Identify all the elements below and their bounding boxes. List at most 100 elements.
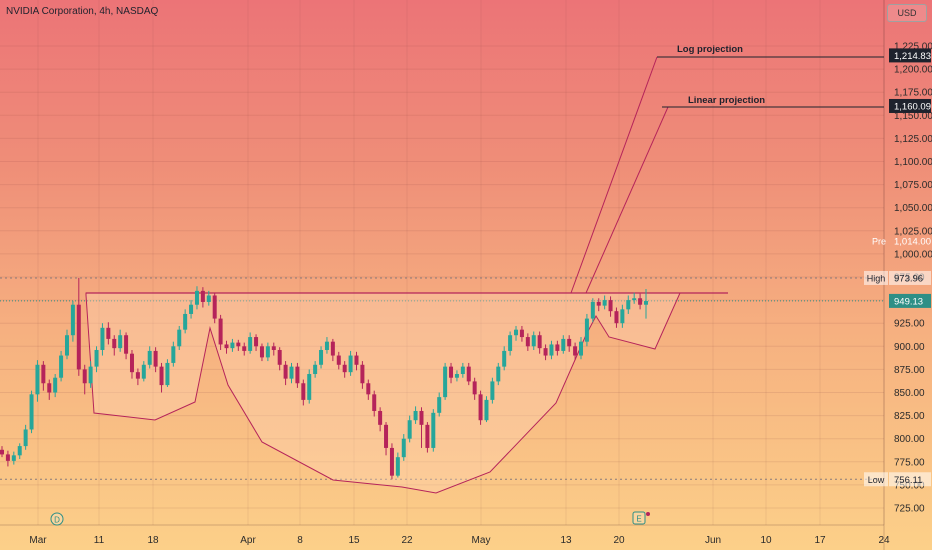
log-projection-line [570,56,658,294]
earnings-marker-label: E [636,515,641,524]
cup-and-handle-pattern [85,292,681,494]
price-tag-value: 756.11 [894,475,922,486]
candle [608,300,613,312]
candle [449,366,454,378]
candle [200,290,205,302]
candle [224,344,229,349]
x-tick-label: Jun [705,535,721,546]
candle [313,364,318,375]
y-tick-label: 1,075.00 [894,180,932,191]
candle [620,309,625,324]
candle [413,410,418,421]
candle [354,355,359,365]
price-tag: Low 756.11 [864,472,931,487]
candle [135,372,140,379]
candle [614,311,619,324]
candle [395,457,400,476]
price-tag-bg [889,472,931,487]
y-tick-label: 1,200.00 [894,65,932,76]
candle [579,341,584,356]
chart-title: NVIDIA Corporation, 4h, NASDAQ [6,6,159,17]
candle [165,362,170,386]
x-tick-label: 24 [878,535,890,546]
candle [259,346,264,358]
y-tick-label: 925.00 [894,319,925,330]
candle [590,301,595,319]
currency-button[interactable]: USD [887,4,927,22]
candle [525,337,530,347]
price-tag-label: Pre [872,236,886,246]
y-tick-label: 800.00 [894,434,925,445]
candle [41,364,46,384]
candle [632,298,637,301]
candle [401,438,406,458]
candle [59,355,64,378]
candle [64,335,69,356]
candle [265,346,270,358]
candle [177,329,182,347]
candle [153,350,158,367]
candle [431,412,436,448]
candle [543,348,548,356]
candle [531,335,536,347]
candle [336,355,341,365]
y-tick-label: 825.00 [894,411,925,422]
candle [389,447,394,476]
candle [342,364,347,373]
candle [360,364,365,384]
candle [242,346,247,351]
candle [307,374,312,400]
candle [289,366,294,379]
candle [549,344,554,356]
candle [378,410,383,425]
candle [626,300,631,310]
candle [112,338,117,349]
candle [218,318,223,345]
candle [425,424,430,448]
candle [319,349,324,365]
candle [537,335,542,349]
candle [602,300,607,306]
candle [561,338,566,351]
price-tag-label-bg [864,472,888,487]
candle [118,335,123,349]
candle [129,353,134,373]
x-tick-label: 18 [147,535,159,546]
candle [419,410,424,425]
earnings-marker: E [632,511,646,525]
price-tag-label: Low [868,475,885,485]
candle [76,304,81,370]
y-tick-label: 1,150.00 [894,111,932,122]
price-tag-value: 1,160.09 [894,101,931,112]
candle [100,327,105,350]
candle [638,298,643,305]
candle [271,346,276,350]
candle [236,342,241,347]
candle [519,329,524,338]
price-tag: High 973.96 [864,270,931,285]
candle [484,399,489,421]
x-tick-label: 22 [401,535,413,546]
candle [194,290,199,305]
x-tick-label: Apr [240,535,256,546]
candle [147,350,152,365]
y-tick-label: 900.00 [894,342,925,353]
price-tag-label: High [867,273,886,283]
candle [407,420,412,439]
candle [0,449,4,455]
candle [437,397,442,413]
y-tick-label: 850.00 [894,388,925,399]
y-tick-label: 1,000.00 [894,249,932,260]
candle [212,295,217,319]
candle [23,429,28,447]
price-tag: 1,214.83 [889,48,931,63]
candle [596,301,601,306]
dividend-marker-label: D [54,516,60,525]
candle [490,381,495,400]
y-tick-label: 1,025.00 [894,226,932,237]
candle [295,366,300,384]
candle [460,366,465,375]
log-projection-label: Log projection [677,44,743,55]
